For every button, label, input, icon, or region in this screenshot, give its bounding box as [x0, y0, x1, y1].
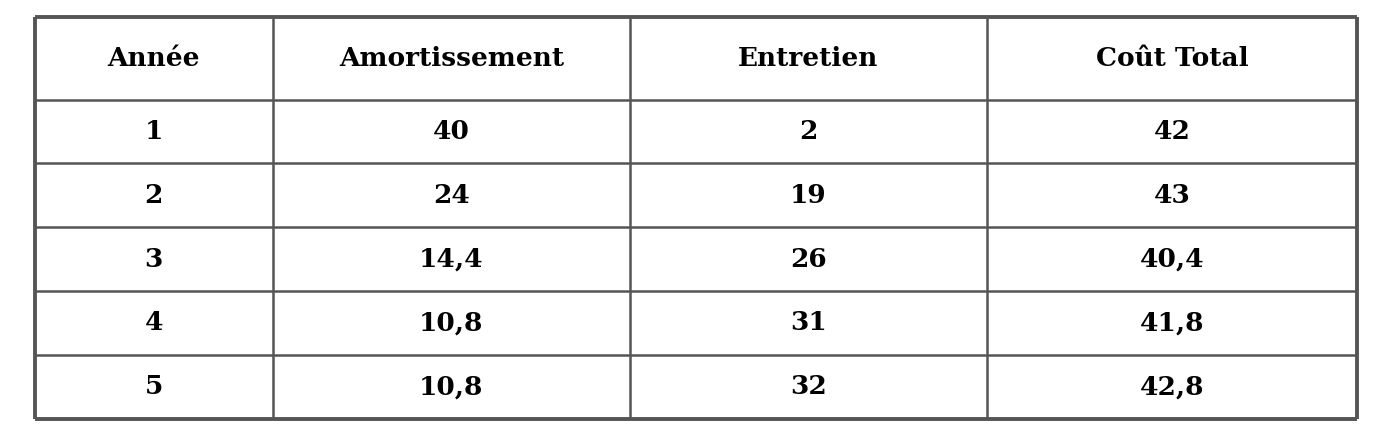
Text: Entretien: Entretien	[738, 46, 878, 71]
Text: 40: 40	[433, 119, 469, 144]
Text: 19: 19	[791, 183, 827, 208]
Text: Année: Année	[107, 46, 200, 71]
Text: 24: 24	[433, 183, 469, 208]
Text: 1: 1	[145, 119, 163, 144]
Text: 3: 3	[145, 247, 163, 272]
Text: 40,4: 40,4	[1140, 247, 1204, 272]
Text: 32: 32	[791, 374, 827, 399]
Text: 10,8: 10,8	[419, 374, 483, 399]
Text: Coût Total: Coût Total	[1096, 46, 1249, 71]
Text: 42,8: 42,8	[1140, 374, 1204, 399]
Text: 10,8: 10,8	[419, 310, 483, 335]
Text: 42: 42	[1154, 119, 1190, 144]
Text: 2: 2	[145, 183, 163, 208]
Text: 26: 26	[791, 247, 827, 272]
Text: 43: 43	[1154, 183, 1190, 208]
Text: 5: 5	[145, 374, 163, 399]
Text: 2: 2	[799, 119, 817, 144]
Text: 14,4: 14,4	[419, 247, 483, 272]
Text: 41,8: 41,8	[1140, 310, 1204, 335]
Text: 4: 4	[145, 310, 163, 335]
Text: 31: 31	[791, 310, 827, 335]
Text: Amortissement: Amortissement	[338, 46, 564, 71]
